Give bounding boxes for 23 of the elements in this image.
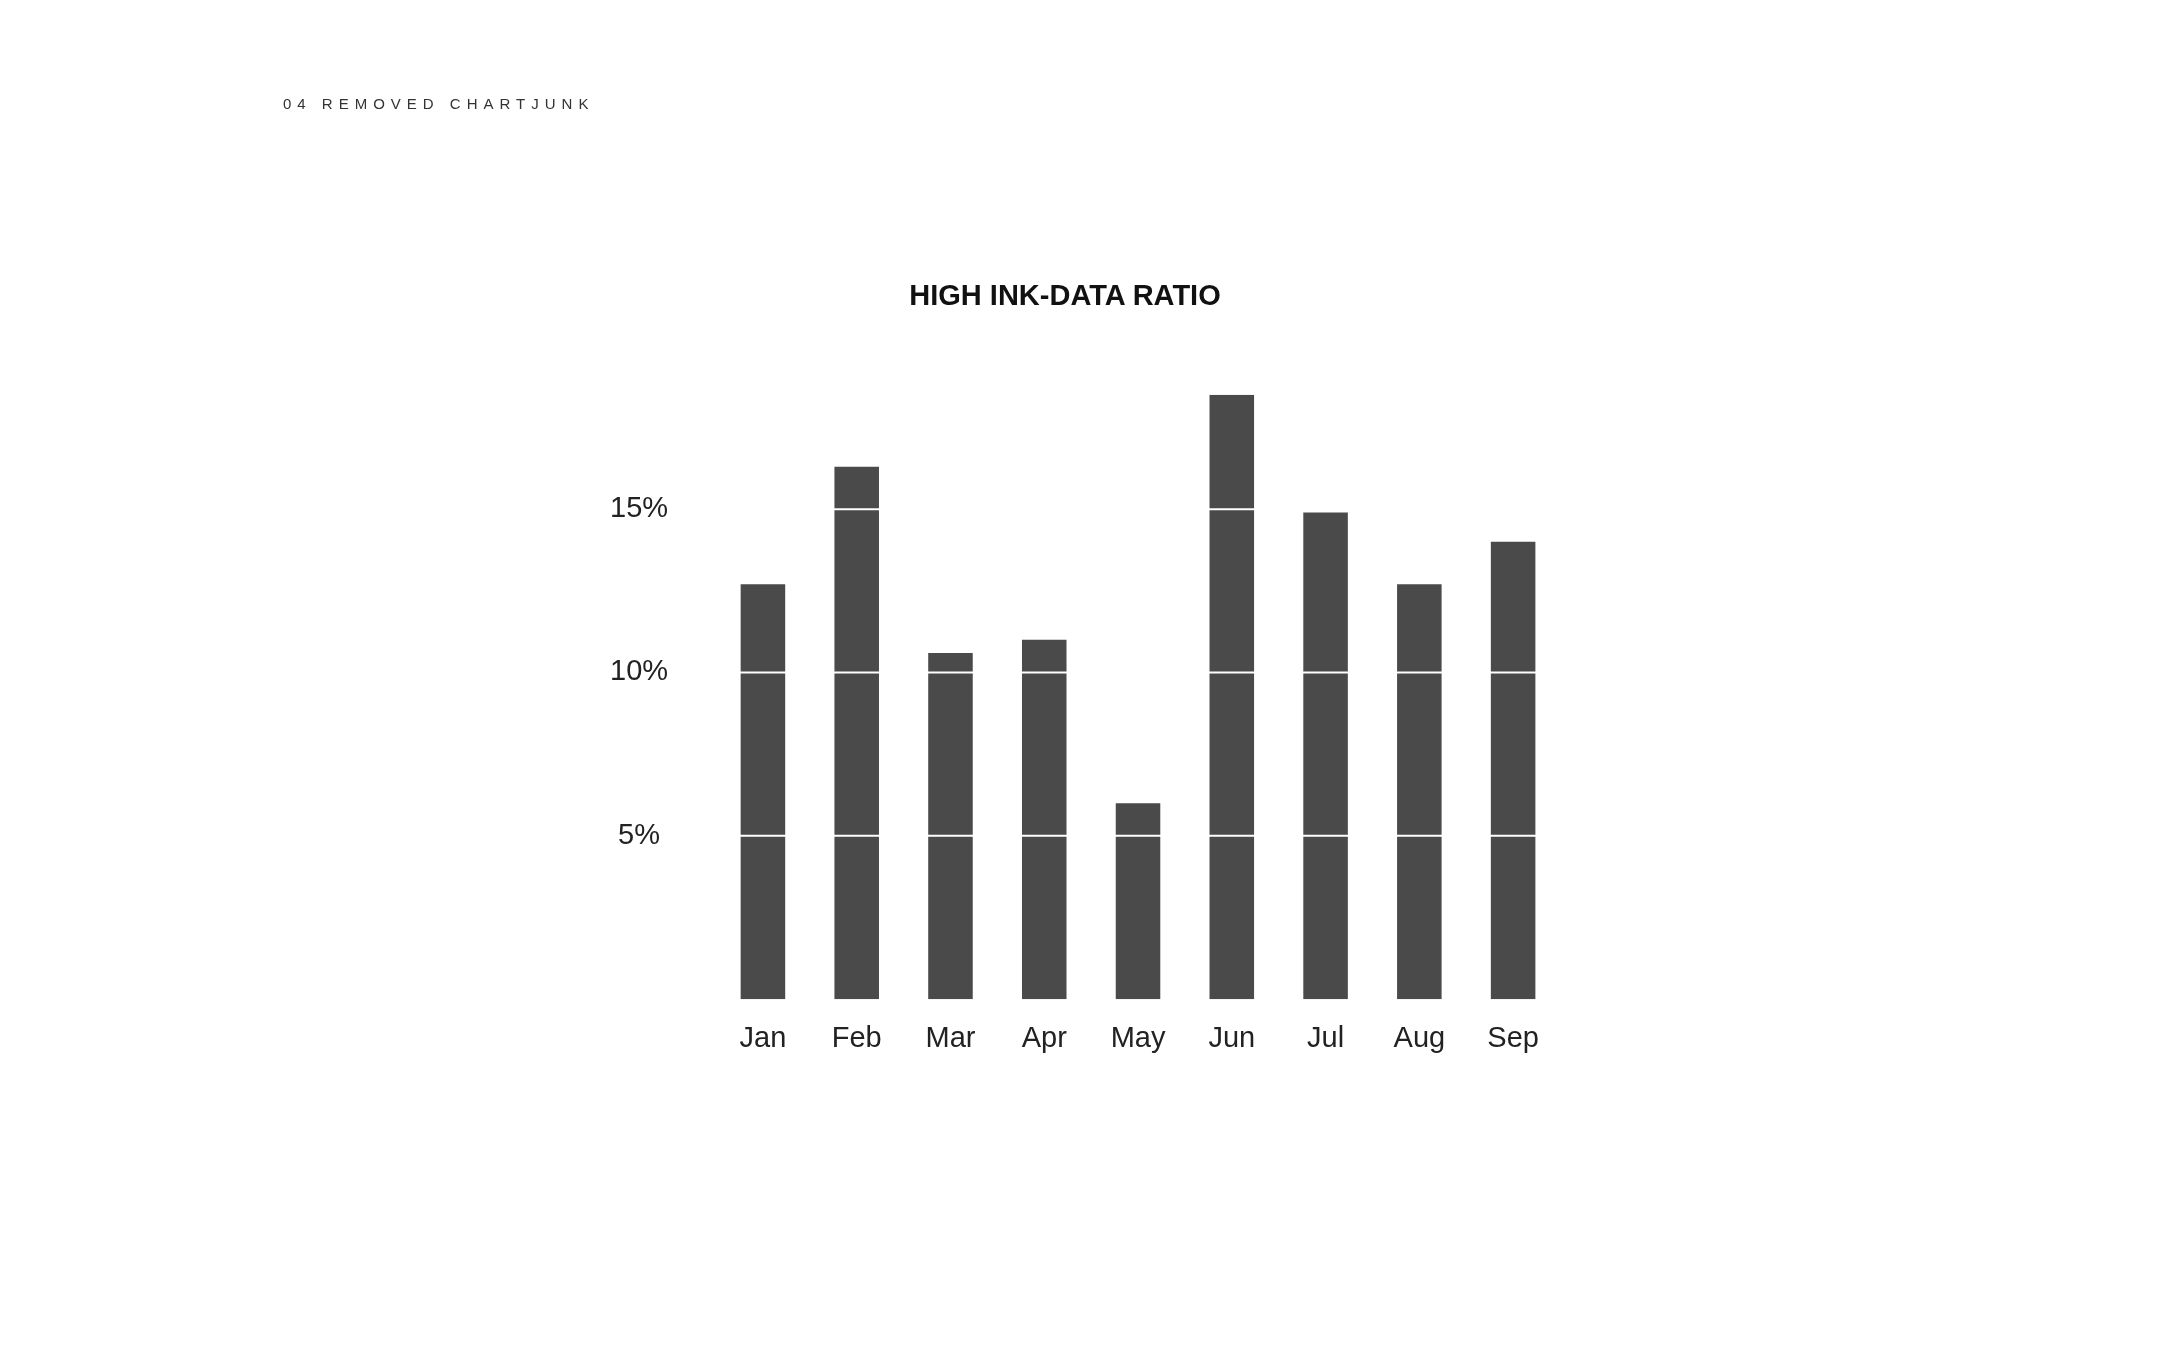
x-tick-label: Mar: [925, 1020, 976, 1053]
bar: [834, 466, 879, 1000]
x-tick-label: Aug: [1393, 1020, 1446, 1053]
x-tick-label: Jun: [1208, 1020, 1256, 1053]
bar: [928, 652, 973, 1000]
bar: [1115, 803, 1161, 1000]
y-tick-label: 10%: [610, 654, 669, 687]
x-tick-label: Apr: [1021, 1020, 1068, 1053]
bar: [1209, 394, 1255, 1000]
y-tick-label: 5%: [618, 817, 660, 850]
text: 04 REMOVED CHARTJUNK: [283, 95, 595, 112]
x-tick-label: Jul: [1307, 1020, 1345, 1053]
bar: [740, 584, 786, 1000]
bar: [1303, 512, 1348, 1000]
y-tick-label: 15%: [610, 491, 669, 524]
x-tick-label: Feb: [831, 1020, 882, 1053]
x-tick-label: Jan: [739, 1020, 787, 1053]
x-tick-label: Sep: [1487, 1020, 1539, 1053]
bar: [1490, 541, 1536, 1000]
bar: [1397, 584, 1442, 1000]
chart-title: HIGH INK-DATA RATIO: [909, 279, 1221, 312]
bar: [1021, 639, 1067, 1000]
x-tick-label: May: [1110, 1020, 1166, 1053]
